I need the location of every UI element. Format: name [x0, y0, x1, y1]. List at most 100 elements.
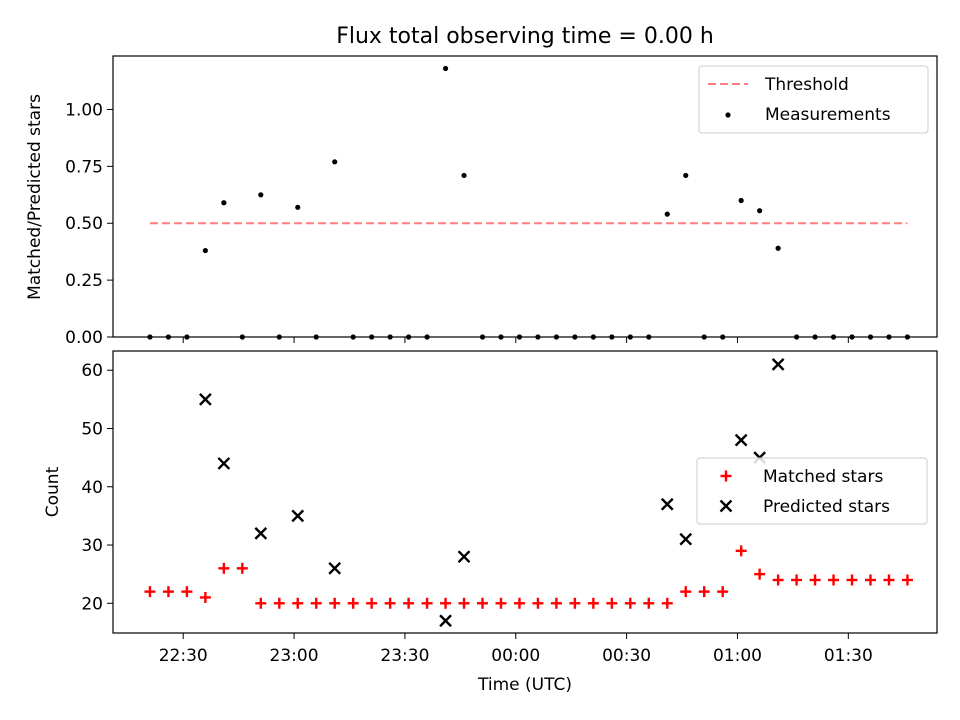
matched-star-point — [754, 568, 766, 580]
matched-star-point — [144, 586, 156, 598]
predicted-stars-points — [199, 358, 785, 628]
matched-star-point — [513, 597, 525, 609]
x-tick-label: 00:30 — [602, 646, 651, 666]
predicted-star-point — [328, 561, 342, 575]
y-axis-label-ratio: Matched/Predicted stars — [25, 94, 45, 300]
x-ticks-count: 22:30 23:00 23:30 00:00 00:30 01:00 01:30 — [159, 633, 873, 666]
measurement-point — [757, 208, 763, 214]
matched-star-point — [199, 591, 211, 603]
matched-star-point — [292, 597, 304, 609]
matched-star-point — [809, 574, 821, 586]
legend-plus-marker — [720, 470, 732, 482]
legend-threshold-label: Threshold — [764, 75, 849, 95]
ratio-panel-frame — [112, 55, 938, 338]
matched-star-point — [440, 597, 452, 609]
x-tick-label: 23:30 — [380, 646, 429, 666]
y-tick-label: 1.00 — [65, 100, 103, 120]
matched-star-point — [550, 597, 562, 609]
measurement-point — [202, 247, 208, 254]
matched-star-point — [735, 545, 747, 557]
predicted-star-point — [254, 527, 268, 540]
matched-star-point — [828, 574, 840, 586]
measurement-point — [775, 245, 781, 251]
predicted-star-point — [217, 457, 231, 470]
matched-star-point — [310, 597, 322, 609]
matched-star-point — [255, 597, 267, 609]
legend-matched-swatch — [720, 470, 732, 482]
measurement-point — [221, 200, 227, 206]
legend-predicted-label: Predicted stars — [763, 497, 890, 517]
legend-predicted-swatch — [719, 499, 733, 513]
matched-star-point — [661, 597, 673, 609]
matched-star-point — [421, 597, 433, 609]
matched-star-point — [587, 597, 599, 609]
predicted-star-point — [734, 433, 748, 447]
matched-stars-points — [144, 545, 913, 609]
predicted-star-point — [660, 497, 674, 511]
matched-star-point — [236, 562, 248, 574]
matched-star-point — [181, 586, 193, 598]
measurement-point — [664, 211, 670, 217]
count-panel: Count Time (UTC) 20 30 40 50 60 22:30 23:00 23… — [43, 350, 938, 695]
x-tick-label: 00:00 — [491, 646, 540, 666]
matched-star-point — [218, 562, 230, 574]
predicted-star-point — [439, 614, 452, 628]
x-axis-label: Time (UTC) — [477, 675, 572, 695]
matched-star-point — [606, 597, 618, 609]
matched-star-point — [698, 586, 710, 598]
measurement-point — [258, 192, 264, 198]
legend-measurements-label: Measurements — [765, 105, 891, 125]
matched-star-point — [569, 597, 581, 609]
matched-star-point — [624, 597, 636, 609]
matched-star-point — [532, 597, 544, 609]
x-tick-label: 01:30 — [824, 646, 873, 666]
predicted-star-point — [199, 393, 212, 406]
y-tick-label: 20 — [81, 594, 103, 614]
matched-star-point — [772, 574, 784, 586]
matched-star-point — [477, 597, 489, 609]
matched-star-point — [366, 597, 378, 609]
legend-measurements-swatch — [725, 112, 731, 118]
matched-star-point — [162, 586, 174, 598]
legend-box-count — [696, 457, 928, 525]
matched-star-point — [458, 597, 470, 609]
count-panel-frame — [112, 350, 938, 634]
measurement-point — [442, 65, 449, 72]
ratio-panel: Flux total observing time = 0.00 h Match… — [25, 24, 938, 348]
y-tick-label: 0.25 — [65, 271, 103, 291]
matched-star-point — [717, 586, 729, 598]
matched-star-point — [643, 597, 655, 609]
y-ticks-ratio: 0.00 0.25 0.50 0.75 1.00 — [65, 100, 113, 348]
measurement-point — [461, 172, 467, 179]
matched-star-point — [495, 597, 507, 609]
y-ticks-count: 20 30 40 50 60 — [81, 361, 113, 614]
y-tick-label: 0.50 — [65, 214, 103, 234]
matched-star-point — [403, 597, 415, 609]
x-tick-label: 22:30 — [159, 646, 208, 666]
predicted-star-point — [291, 509, 305, 523]
measurement-point — [295, 204, 301, 210]
y-tick-label: 0.75 — [65, 157, 103, 177]
matched-star-point — [273, 597, 285, 609]
matched-star-point — [846, 574, 858, 586]
matched-star-point — [883, 574, 895, 586]
matched-star-point — [384, 597, 396, 609]
measurement-point — [683, 172, 689, 179]
matched-star-point — [901, 574, 913, 586]
predicted-star-point — [457, 550, 471, 564]
y-tick-label: 0.00 — [65, 328, 103, 348]
predicted-star-point — [679, 532, 693, 546]
legend-x-marker — [719, 499, 733, 513]
matched-star-point — [791, 574, 803, 586]
legend-ratio: Threshold Measurements — [698, 65, 929, 134]
y-tick-label: 60 — [81, 361, 103, 381]
y-tick-label: 50 — [81, 419, 103, 439]
matched-star-point — [680, 586, 692, 598]
predicted-star-point — [771, 358, 785, 371]
legend-matched-label: Matched stars — [763, 467, 883, 487]
legend-box-ratio — [698, 65, 929, 134]
y-axis-label-count: Count — [43, 466, 63, 517]
matched-star-point — [347, 597, 359, 609]
matched-star-point — [329, 597, 341, 609]
y-tick-label: 40 — [81, 478, 103, 498]
